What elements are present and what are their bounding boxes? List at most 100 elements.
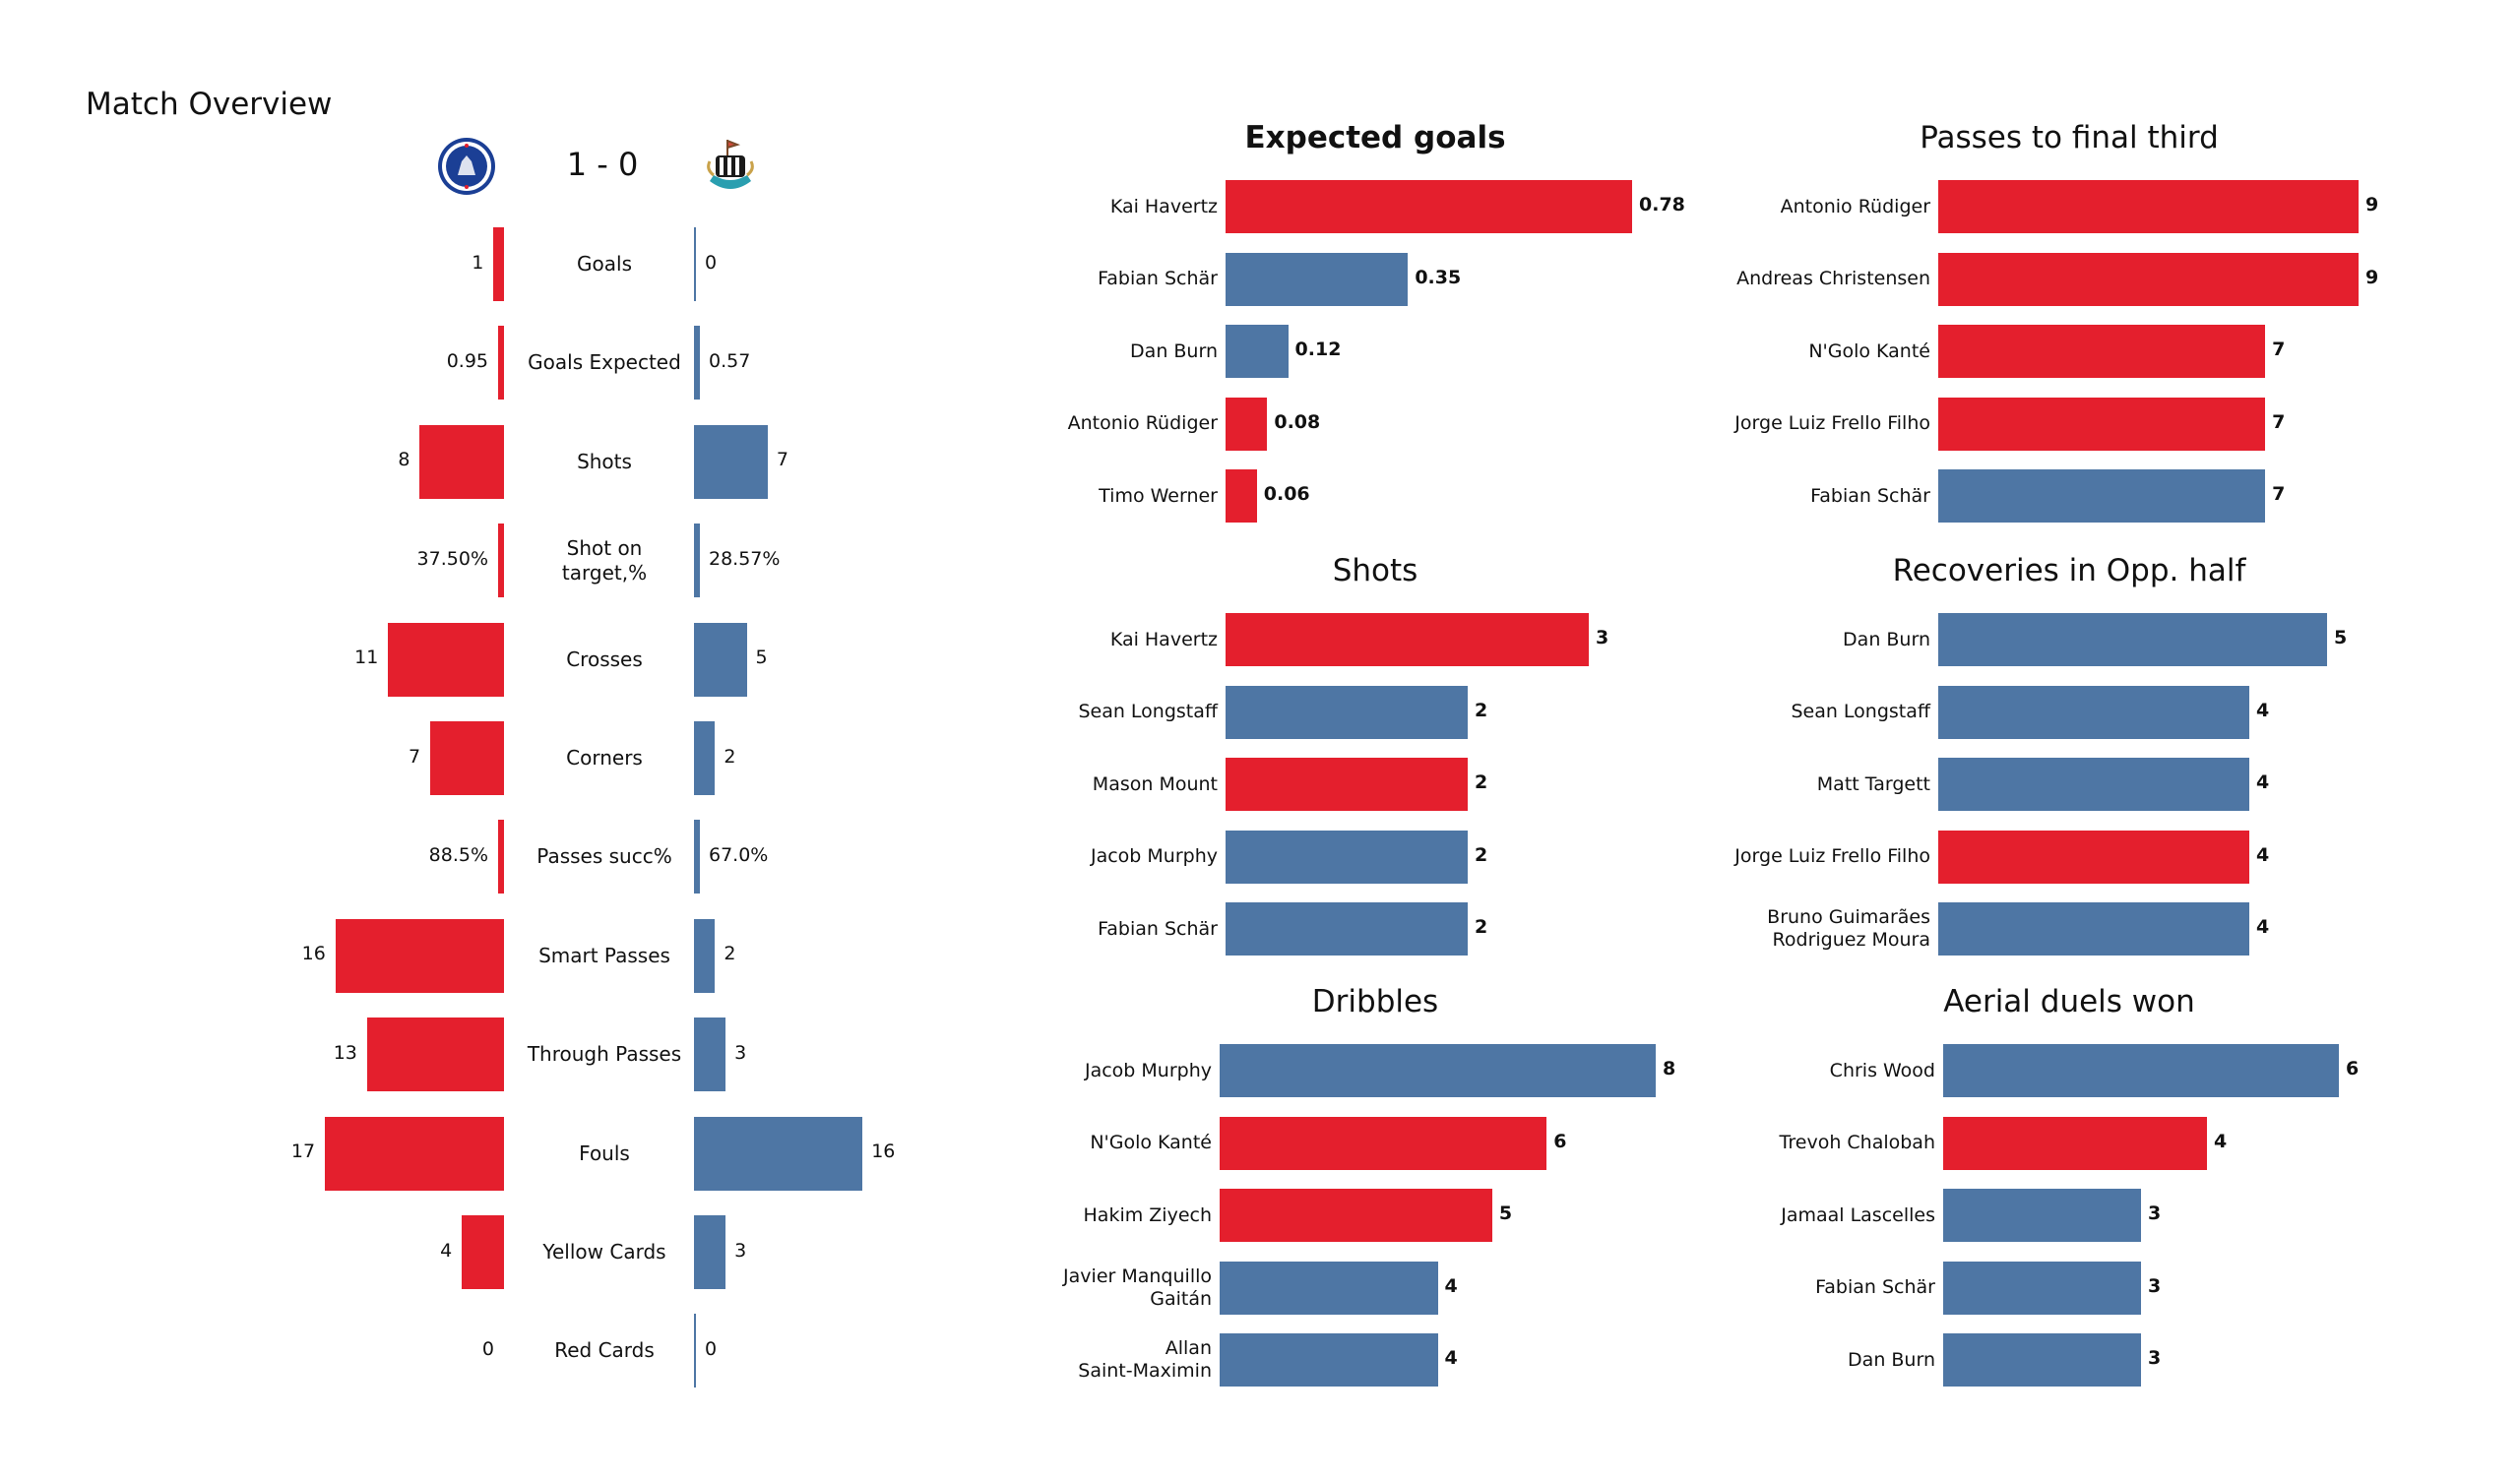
overview-bar-home [498, 820, 504, 894]
player-bar [1226, 685, 1468, 739]
overview-value-home: 0.95 [446, 349, 488, 372]
bar-value-label: 4 [2214, 1130, 2228, 1152]
player-name-label: Chris Wood [1829, 1059, 1935, 1081]
player-bar [1226, 902, 1468, 956]
player-name-label: Kai Havertz [1109, 628, 1218, 650]
overview-bar-home [335, 918, 504, 993]
overview-category-label: Through Passes [527, 1042, 682, 1067]
player-bar [1226, 252, 1409, 306]
bar-value-label: 7 [2272, 483, 2286, 506]
overview-category-label: Shot on target,% [561, 535, 648, 585]
bar-value-label: 3 [2148, 1274, 2162, 1297]
player-name-label: N'Golo Kanté [1090, 1132, 1212, 1154]
overview-value-home: 17 [290, 1141, 316, 1163]
player-bar [1938, 397, 2266, 451]
player-bar [1220, 1261, 1438, 1315]
overview-bar-away [694, 326, 700, 401]
bar-value-label: 2 [1475, 916, 1488, 939]
player-name-label: Dan Burn [1130, 339, 1218, 362]
bar-value-label: 0.08 [1274, 410, 1321, 433]
player-bar [1226, 830, 1468, 884]
overview-category-label: Crosses [566, 647, 643, 671]
player-name-label: Jamaal Lascelles [1781, 1203, 1935, 1226]
bar-value-label: 4 [1444, 1274, 1458, 1297]
player-name-label: Hakim Ziyech [1083, 1203, 1212, 1226]
bar-value-label: 2 [1475, 699, 1488, 721]
overview-bar-home [498, 326, 504, 401]
chart-title: Recoveries in Opp. half [1892, 553, 2246, 588]
player-bar [1226, 613, 1589, 666]
overview-value-away: 3 [734, 1041, 747, 1064]
overview-bar-home [462, 1215, 504, 1289]
overview-bar-away [694, 721, 716, 795]
player-bar [1943, 1189, 2141, 1243]
overview-bar-home [366, 1018, 504, 1092]
bar-value-label: 8 [1663, 1058, 1676, 1079]
player-bar [1938, 902, 2249, 956]
chart-title: Expected goals [1244, 120, 1506, 155]
bar-value-label: 3 [2148, 1202, 2162, 1225]
bar-value-label: 4 [2256, 916, 2270, 939]
overview-bar-away [694, 524, 700, 598]
chart-title: Passes to final third [1920, 120, 2219, 155]
overview-value-home: 11 [354, 647, 379, 669]
player-name-label: Kai Havertz [1109, 195, 1218, 217]
bar-value-label: 0.06 [1263, 483, 1310, 506]
player-bar [1938, 830, 2249, 884]
overview-value-home: 1 [472, 251, 484, 274]
match-score: 1 - 0 [566, 146, 639, 183]
page-title: Match Overview [86, 87, 333, 122]
bar-value-label: 5 [1498, 1202, 1513, 1225]
player-bar [1226, 397, 1268, 451]
overview-bar-home [430, 721, 504, 795]
player-name-label: Jacob Murphy [1084, 1059, 1212, 1081]
overview-category-label: Smart Passes [538, 943, 670, 967]
player-bar [1943, 1044, 2339, 1097]
overview-value-away: 67.0% [709, 843, 769, 866]
overview-value-away: 0 [705, 251, 718, 274]
player-name-label: Jorge Luiz Frello Filho [1734, 412, 1930, 435]
player-name-label: Sean Longstaff [1078, 701, 1218, 723]
overview-value-away: 16 [871, 1141, 896, 1163]
bar-value-label: 0.35 [1415, 266, 1462, 288]
player-bar [1938, 685, 2249, 739]
player-name-label: Andreas Christensen [1736, 268, 1930, 290]
player-name-label: Mason Mount [1092, 772, 1218, 795]
overview-category-label: Goals Expected [528, 350, 681, 375]
player-bar [1226, 180, 1632, 233]
player-name-label: Timo Werner [1099, 484, 1218, 507]
overview-bar-away [694, 622, 747, 697]
overview-bar-home [498, 524, 504, 598]
player-name-label: Fabian Schär [1098, 268, 1218, 290]
bar-value-label: 5 [2334, 627, 2348, 648]
bar-value-label: 3 [1596, 627, 1609, 648]
player-bar [1226, 758, 1468, 812]
bar-value-label: 7 [2272, 339, 2286, 361]
player-name-label: Trevoh Chalobah [1779, 1132, 1935, 1154]
chart-title: Aerial duels won [1943, 984, 2195, 1019]
overview-category-label: Yellow Cards [542, 1240, 666, 1264]
player-name-label: Dan Burn [1848, 1348, 1935, 1371]
player-name-label: Fabian Schär [1810, 484, 1930, 507]
player-bar [1943, 1116, 2207, 1170]
bar-value-label: 0.12 [1294, 339, 1342, 361]
player-bar [1938, 252, 2359, 306]
player-name-label: Jacob Murphy [1090, 845, 1218, 868]
player-name-label: Jorge Luiz Frello Filho [1734, 845, 1930, 868]
bar-value-label: 3 [2148, 1347, 2162, 1370]
overview-bar-away [694, 227, 696, 301]
player-bar [1938, 180, 2359, 233]
player-bar [1220, 1116, 1547, 1170]
overview-value-home: 37.50% [416, 547, 488, 570]
overview-bar-away [694, 918, 716, 993]
player-bar [1220, 1333, 1438, 1388]
overview-value-home: 4 [440, 1239, 453, 1262]
player-name-label: Antonio Rüdiger [1780, 195, 1930, 217]
overview-category-label: Corners [566, 746, 643, 770]
overview-bar-away [694, 424, 768, 499]
player-bar [1220, 1189, 1492, 1243]
overview-bar-home [388, 622, 504, 697]
bar-value-label: 4 [2256, 771, 2270, 794]
player-name-label: Javier Manquillo Gaitán [1063, 1264, 1212, 1310]
bar-value-label: 4 [1444, 1347, 1458, 1370]
